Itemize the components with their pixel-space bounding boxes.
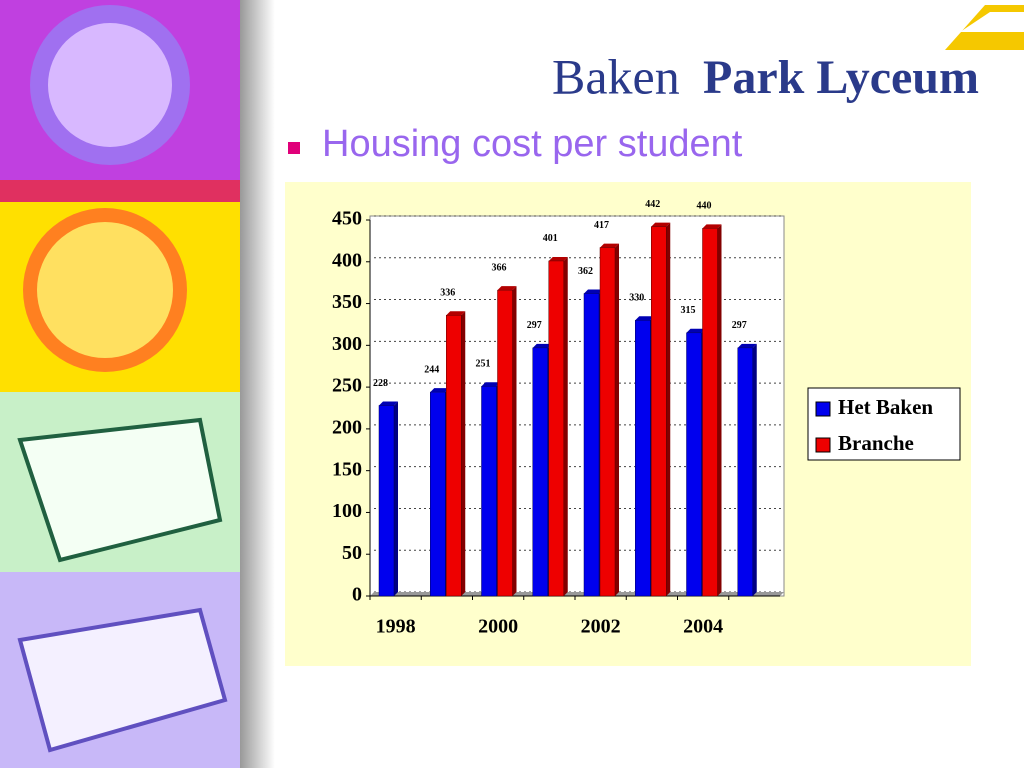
bar-top [379, 401, 398, 406]
chart: 0 50 100 150 200 250 300 350 400 450 1998 228 244 336… [332, 199, 961, 638]
data-label: 336 [440, 288, 455, 299]
logo-word: Baken [552, 48, 680, 104]
data-label: 330 [629, 293, 644, 304]
y-tick-label: 450 [332, 208, 362, 230]
data-label: 366 [492, 262, 507, 273]
bar [481, 386, 497, 597]
y-tick-label: 50 [342, 542, 362, 564]
y-tick-label: 150 [332, 458, 362, 480]
bar-side [461, 311, 466, 596]
x-tick-label: 1998 [376, 616, 416, 638]
legend-label: Branche [838, 431, 914, 455]
bar-top [446, 311, 466, 316]
logo-word: Park Lyceum [703, 51, 979, 104]
legend-label: Het Baken [838, 395, 933, 419]
bar-top [584, 289, 603, 294]
bar [532, 347, 548, 597]
photo-strip [0, 0, 275, 768]
bar [378, 405, 395, 597]
bar-top [548, 256, 568, 261]
bar-top [532, 343, 552, 348]
data-label: 297 [527, 320, 542, 331]
bar-top [686, 328, 706, 333]
bar [599, 247, 616, 597]
bar [583, 293, 600, 597]
data-label: 362 [578, 266, 593, 277]
bar-side [512, 286, 517, 596]
floor [370, 592, 784, 596]
bar-side [394, 401, 398, 596]
slide-title: Housing cost per student [322, 123, 743, 165]
bullet [288, 142, 300, 154]
bar-top [737, 343, 757, 348]
legend-box [807, 387, 961, 461]
legend-swatch [815, 437, 831, 453]
bar [446, 315, 462, 597]
bar-top [635, 316, 655, 321]
bar [635, 320, 651, 597]
legend-swatch [815, 401, 831, 417]
y-tick-label: 0 [352, 584, 362, 606]
bar-top [651, 222, 671, 227]
y-tick-label: 100 [332, 500, 362, 522]
bar-top [497, 286, 517, 291]
x-tick-label: 2000 [478, 616, 518, 638]
y-tick-label: 400 [332, 249, 362, 271]
bar-side [563, 256, 568, 596]
bar-top [481, 382, 501, 387]
bar-side [615, 243, 619, 596]
bar-top [702, 224, 722, 229]
data-label: 440 [697, 201, 712, 212]
bar [497, 289, 513, 597]
data-label: 251 [476, 359, 491, 370]
bar-side [666, 222, 671, 596]
bar [686, 332, 702, 597]
y-tick-label: 350 [332, 291, 362, 313]
y-tick-label: 200 [332, 416, 362, 438]
y-tick-label: 300 [332, 333, 362, 355]
data-label: 244 [424, 364, 439, 375]
logo-icon [945, 5, 1024, 50]
bar-top [430, 388, 450, 393]
data-label: 417 [594, 220, 609, 231]
data-label: 442 [645, 199, 660, 210]
bar-side [717, 224, 722, 596]
bar [737, 347, 753, 597]
bar [430, 391, 446, 597]
bar-top [600, 243, 619, 248]
data-label: 315 [681, 305, 696, 316]
data-label: 228 [373, 378, 388, 389]
bar [548, 260, 564, 597]
y-tick-label: 250 [332, 375, 362, 397]
bar [651, 226, 667, 597]
data-label: 297 [732, 320, 747, 331]
data-label: 401 [543, 233, 558, 244]
bar [702, 228, 718, 597]
x-tick-label: 2002 [581, 616, 621, 638]
bar-side [752, 343, 757, 596]
x-tick-label: 2004 [683, 616, 723, 638]
